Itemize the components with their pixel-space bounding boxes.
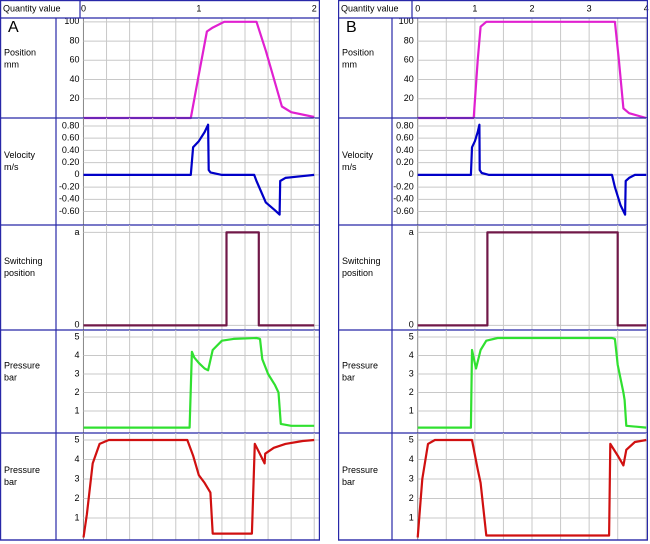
y-tick-label: 80 [69,35,79,45]
y-tick-label: 0.60 [62,133,80,143]
y-tick-label: -0.60 [393,206,414,216]
panel-frame [0,0,320,541]
x-tick-label: 1 [472,3,477,13]
data-line [83,336,315,429]
y-tick-label: 60 [69,55,79,65]
y-tick-label: 5 [409,331,414,341]
y-tick-label: 5 [74,434,79,444]
y-tick-label: 0.20 [396,157,414,167]
data-line [417,123,647,216]
y-tick-label: 5 [409,434,414,444]
y-tick-label: 2 [409,387,414,397]
y-axis-label: Velocity [4,150,36,160]
y-tick-label: 3 [409,473,414,483]
y-tick-label: 0.20 [62,157,80,167]
y-axis-label: Pressure [4,360,40,370]
panel-frame [338,0,648,541]
y-tick-label: a [74,227,79,237]
y-tick-label: 3 [74,368,79,378]
y-axis-label: Pressure [342,360,378,370]
y-axis-label: m/s [4,162,19,172]
y-axis-label: position [4,268,35,278]
y-tick-label: 4 [409,454,414,464]
y-tick-label: 0 [74,169,79,179]
y-tick-label: 0.40 [62,145,80,155]
y-tick-label: 3 [409,368,414,378]
y-tick-label: 4 [409,350,414,360]
panel-label: A [8,19,19,36]
y-tick-label: 3 [74,473,79,483]
y-tick-label: 40 [69,74,79,84]
y-axis-label: m/s [342,162,357,172]
x-tick-label: 3 [587,3,592,13]
y-axis-label: bar [4,372,17,382]
y-axis-label: Velocity [342,150,374,160]
y-tick-label: 1 [409,405,414,415]
y-axis-label: mm [4,59,19,69]
y-tick-label: 2 [74,387,79,397]
y-tick-label: -0.20 [59,181,80,191]
y-axis-label: bar [4,477,17,487]
header-label: Quantity value [3,3,61,13]
data-line [83,123,315,216]
y-tick-label: 2 [409,493,414,503]
y-tick-label: 0.40 [396,145,414,155]
y-tick-label: 0.80 [396,120,414,130]
x-tick-label: 0 [81,3,86,13]
y-tick-label: 5 [74,331,79,341]
y-axis-label: Switching [4,256,43,266]
y-tick-label: 1 [74,405,79,415]
data-line [416,438,647,538]
y-tick-label: 4 [74,350,79,360]
data-line [83,20,315,120]
y-tick-label: 0.60 [396,133,414,143]
y-tick-label: 1 [409,512,414,522]
y-tick-label: 1 [74,512,79,522]
y-tick-label: 100 [64,16,79,26]
y-tick-label: -0.60 [59,206,80,216]
data-line [417,20,647,120]
x-tick-label: 0 [415,3,420,13]
y-tick-label: -0.40 [59,194,80,204]
data-line [417,336,647,429]
y-tick-label: 0 [409,169,414,179]
data-line [82,438,315,538]
y-axis-label: Position [342,47,374,57]
y-tick-label: -0.40 [393,194,414,204]
y-axis-label: Pressure [4,465,40,475]
x-tick-label: 4 [644,3,649,13]
y-axis-label: position [342,268,373,278]
y-axis-label: Pressure [342,465,378,475]
data-line [83,231,315,327]
y-axis-label: Position [4,47,36,57]
y-axis-label: Switching [342,256,381,266]
y-tick-label: 80 [404,35,414,45]
y-tick-label: 60 [404,55,414,65]
panel-label: B [346,19,357,36]
x-tick-label: 2 [312,3,317,13]
x-tick-label: 1 [196,3,201,13]
y-tick-label: 40 [404,74,414,84]
y-axis-label: bar [342,477,355,487]
data-line [417,231,647,327]
y-tick-label: 0 [74,320,79,330]
y-tick-label: 20 [404,93,414,103]
y-axis-label: bar [342,372,355,382]
y-tick-label: 2 [74,493,79,503]
y-tick-label: 0 [409,320,414,330]
y-tick-label: 20 [69,93,79,103]
y-tick-label: -0.20 [393,181,414,191]
y-axis-label: mm [342,59,357,69]
header-label: Quantity value [341,3,399,13]
y-tick-label: 0.80 [62,120,80,130]
y-tick-label: a [409,227,414,237]
y-tick-label: 100 [399,16,414,26]
x-tick-label: 2 [529,3,534,13]
y-tick-label: 4 [74,454,79,464]
